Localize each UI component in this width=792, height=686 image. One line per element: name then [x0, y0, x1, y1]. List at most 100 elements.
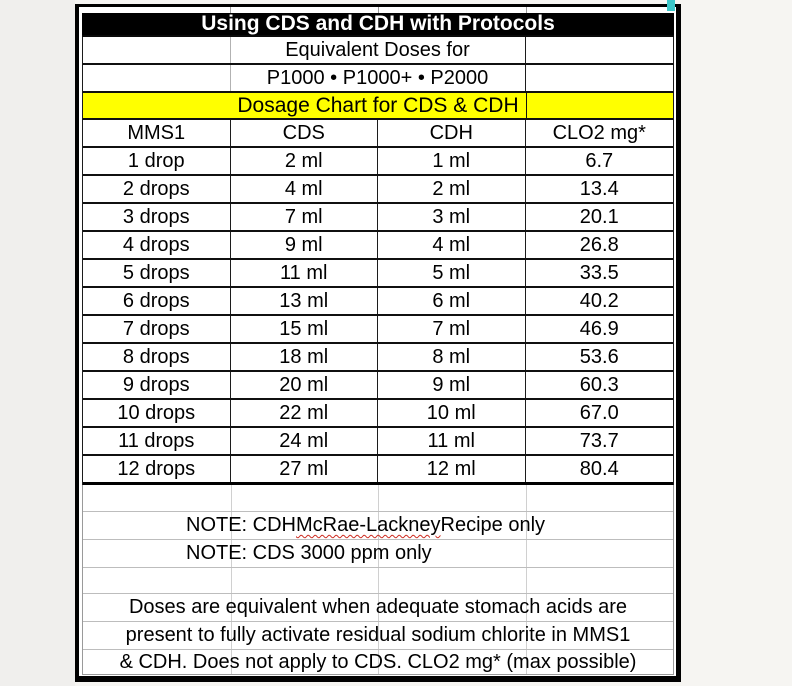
table-cell: 18 ml	[231, 344, 378, 370]
column-header-cdh: CDH	[378, 120, 526, 146]
column-header-cds: CDS	[231, 120, 378, 146]
note-text: Recipe only	[440, 514, 546, 536]
table-cell: 20 ml	[231, 372, 378, 398]
table-row: 6 drops 13 ml 6 ml 40.2	[83, 288, 673, 316]
grid-tick	[230, 7, 231, 13]
table-cell: 5 drops	[83, 260, 231, 286]
table-cell: 73.7	[579, 429, 619, 452]
banner-text: Dosage Chart for CDS & CDH	[237, 93, 519, 117]
table-cell: 40.2	[579, 289, 619, 312]
table-row: 1 drop 2 ml 1 ml 6.7	[83, 148, 673, 176]
table-cell: 13 ml	[231, 288, 378, 314]
table-row: 10 drops 22 ml 10 ml 67.0	[83, 400, 673, 428]
table-row: 2 drops 4 ml 2 ml 13.4	[83, 176, 673, 204]
table-cell: 3 drops	[83, 204, 231, 230]
header-row: MMS1 CDS CDH CLO2 mg*	[83, 120, 673, 148]
footer-line-2: present to fully activate residual sodiu…	[83, 622, 673, 650]
subtitle-row-protocols: P1000 • P1000+ • P2000	[82, 65, 674, 93]
empty-cell	[83, 37, 231, 63]
table-cell: 67.0	[579, 401, 619, 424]
subtitle-row-equivalent-doses: Equivalent Doses for	[82, 37, 674, 65]
table-row: 4 drops 9 ml 4 ml 26.8	[83, 232, 673, 260]
column-header-mms1: MMS1	[83, 120, 231, 146]
table-row: 11 drops 24 ml 11 ml 73.7	[83, 428, 673, 456]
table-cell: 80.4	[579, 457, 619, 480]
note-text: NOTE: CDH	[186, 514, 296, 536]
table-cell: 9 ml	[378, 372, 526, 398]
note-row-2: NOTE: CDS 3000 ppm only	[83, 540, 673, 568]
lower-grid-section: NOTE: CDH McRae-Lackney Recipe only NOTE…	[82, 485, 674, 675]
table-cell: 11 ml	[378, 428, 526, 454]
empty-cell	[526, 65, 674, 91]
table-cell: 1 ml	[378, 148, 526, 174]
table-cell: 5 ml	[378, 260, 526, 286]
table-cell: 9 ml	[231, 232, 378, 258]
page-left-margin	[0, 0, 75, 686]
table-cell: 6 ml	[378, 288, 526, 314]
title-bar: Using CDS and CDH with Protocols	[82, 12, 674, 37]
table-cell: 2 ml	[378, 176, 526, 202]
column-header-clo2: CLO2 mg*	[552, 121, 646, 144]
table-cell: 12 ml	[378, 456, 526, 482]
sheet-top-gap	[82, 7, 674, 13]
banner-row: Dosage Chart for CDS & CDH	[82, 93, 674, 120]
table-cell: 2 drops	[83, 176, 231, 202]
table-cell: 4 ml	[378, 232, 526, 258]
table-cell: 8 drops	[83, 344, 231, 370]
table-cell: 6.7	[585, 149, 614, 172]
table-row: 12 drops 27 ml 12 ml 80.4	[83, 456, 673, 485]
sheet-content: Using CDS and CDH with Protocols Equival…	[79, 7, 676, 676]
table-cell: 15 ml	[231, 316, 378, 342]
table-cell: 4 ml	[231, 176, 378, 202]
grid-vline	[525, 485, 527, 675]
table-cell: 10 ml	[378, 400, 526, 426]
table-cell: 20.1	[579, 205, 619, 228]
note-text: NOTE: CDS 3000 ppm only	[186, 542, 432, 564]
table-cell: 24 ml	[231, 428, 378, 454]
table-cell: 4 drops	[83, 232, 231, 258]
table-cell: 11 drops	[83, 428, 231, 454]
table-row: 9 drops 20 ml 9 ml 60.3	[83, 372, 673, 400]
subtitle-text: P1000 • P1000+ • P2000	[231, 65, 526, 91]
footer-line-1: Doses are equivalent when adequate stoma…	[83, 594, 673, 622]
dosage-table: MMS1 CDS CDH CLO2 mg* 1 drop 2 ml 1 ml 6…	[82, 120, 674, 485]
table-cell: 9 drops	[83, 372, 231, 398]
grid-vline	[378, 485, 379, 675]
table-cell: 7 drops	[83, 316, 231, 342]
table-cell: 2 ml	[231, 148, 378, 174]
table-cell: 10 drops	[83, 400, 231, 426]
footer-line-3: & CDH. Does not apply to CDS. CLO2 mg* (…	[83, 650, 673, 675]
table-cell: 27 ml	[231, 456, 378, 482]
table-cell: 7 ml	[378, 316, 526, 342]
table-cell: 60.3	[579, 373, 619, 396]
table-cell: 3 ml	[378, 204, 526, 230]
subtitle-text: Equivalent Doses for	[231, 37, 526, 63]
table-cell: 1 drop	[83, 148, 231, 174]
table-row: 3 drops 7 ml 3 ml 20.1	[83, 204, 673, 232]
table-cell: 8 ml	[378, 344, 526, 370]
table-row: 8 drops 18 ml 8 ml 53.6	[83, 344, 673, 372]
table-cell: 22 ml	[231, 400, 378, 426]
spellcheck-word: McRae-Lackney	[296, 514, 441, 536]
dosage-sheet-frame: Using CDS and CDH with Protocols Equival…	[75, 4, 681, 682]
table-cell: 13.4	[579, 177, 619, 200]
table-cell: 11 ml	[231, 260, 378, 286]
table-cell: 26.8	[579, 233, 619, 256]
empty-cell	[83, 65, 231, 91]
table-row: 5 drops 11 ml 5 ml 33.5	[83, 260, 673, 288]
grid-tick	[526, 7, 527, 13]
corner-marker	[667, 0, 675, 11]
grid-tick	[378, 7, 379, 13]
table-cell: 7 ml	[231, 204, 378, 230]
table-cell: 46.9	[579, 317, 619, 340]
table-cell: 12 drops	[83, 456, 231, 482]
table-cell: 6 drops	[83, 288, 231, 314]
empty-cell	[526, 37, 674, 63]
table-cell: 33.5	[579, 261, 619, 284]
note-row-1: NOTE: CDH McRae-Lackney Recipe only	[83, 512, 673, 540]
spacer-row	[83, 568, 673, 594]
spacer-row	[83, 485, 673, 512]
table-cell: 53.6	[579, 345, 619, 368]
table-row: 7 drops 15 ml 7 ml 46.9	[83, 316, 673, 344]
